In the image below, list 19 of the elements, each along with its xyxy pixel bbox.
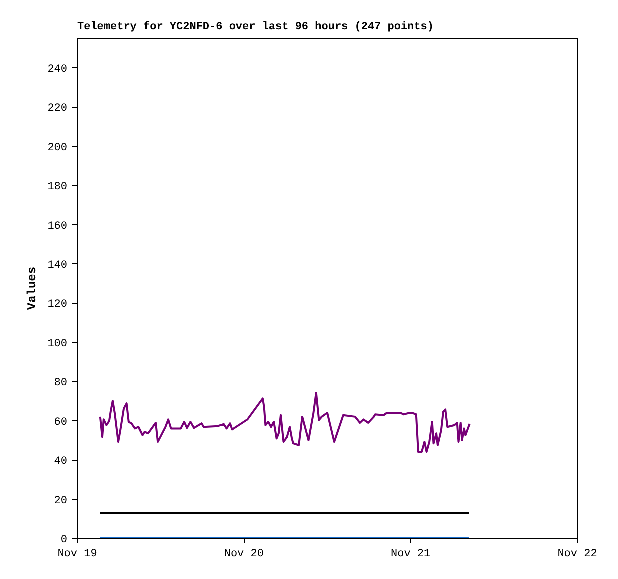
y-tick-label: 240 xyxy=(48,64,68,76)
x-tick-label: Nov 20 xyxy=(224,548,264,560)
y-tick-label: 160 xyxy=(48,220,68,233)
y-tick-label: 40 xyxy=(54,456,68,468)
y-tick-label: 80 xyxy=(54,378,68,390)
y-tick-label: 20 xyxy=(54,495,68,508)
y-tick-label: 100 xyxy=(48,338,68,350)
x-tick-label: Nov 22 xyxy=(558,548,598,560)
chart-title: Telemetry for YC2NFD-6 over last 96 hours (247 points) xyxy=(78,20,434,34)
y-tick-label: 120 xyxy=(48,299,68,312)
x-tick-label: Nov 21 xyxy=(391,548,432,560)
y-tick-label: 60 xyxy=(54,416,68,429)
x-tick-label: Nov 19 xyxy=(58,548,98,560)
y-tick-label: 220 xyxy=(48,103,68,116)
y-tick-label: 200 xyxy=(48,142,68,154)
y-tick-label: 140 xyxy=(48,260,68,272)
y-tick-label: 0 xyxy=(60,534,68,546)
y-tick-label: 180 xyxy=(48,182,68,194)
y-axis-title: Values xyxy=(26,266,40,310)
